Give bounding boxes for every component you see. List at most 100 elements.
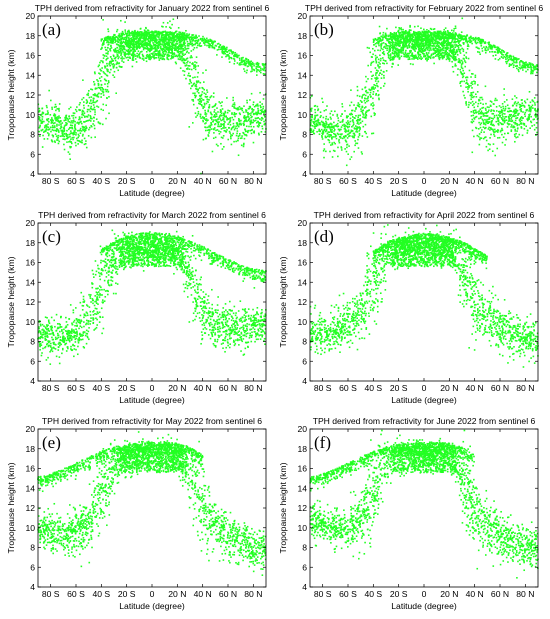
data-point	[263, 115, 266, 118]
data-point	[224, 111, 227, 114]
data-point	[80, 130, 83, 132]
data-point	[474, 82, 476, 85]
data-point	[189, 40, 192, 43]
data-point	[229, 56, 231, 59]
data-point	[209, 39, 212, 41]
data-point	[255, 104, 257, 107]
data-point	[197, 81, 200, 83]
data-point	[122, 38, 125, 41]
data-point	[65, 123, 68, 126]
data-point	[183, 41, 186, 43]
data-point	[171, 42, 174, 45]
data-point	[237, 137, 240, 140]
data-point	[534, 102, 536, 104]
data-point	[254, 113, 256, 115]
data-point	[339, 121, 342, 124]
data-point	[188, 126, 191, 128]
data-point	[139, 34, 141, 37]
data-point	[185, 64, 188, 66]
data-point	[114, 51, 116, 53]
data-point	[157, 32, 160, 34]
data-point	[257, 117, 259, 119]
data-point	[162, 36, 165, 38]
data-point	[493, 114, 496, 117]
data-point	[141, 31, 143, 33]
data-point	[124, 21, 126, 23]
data-point	[157, 43, 160, 46]
data-point	[93, 124, 96, 127]
data-point	[67, 133, 69, 136]
data-point	[133, 35, 136, 38]
data-point	[121, 58, 124, 60]
data-point	[65, 121, 67, 124]
data-point	[456, 74, 459, 76]
data-point	[202, 105, 205, 108]
data-point	[142, 57, 144, 60]
data-point	[247, 129, 250, 132]
data-point	[519, 108, 522, 111]
data-point	[132, 53, 134, 55]
data-point	[488, 106, 490, 109]
data-point	[160, 48, 163, 50]
data-point	[61, 122, 64, 124]
data-point	[150, 45, 153, 48]
data-point	[45, 125, 48, 128]
data-point	[229, 50, 232, 52]
data-point	[243, 68, 245, 70]
data-point	[395, 26, 397, 29]
data-point	[492, 103, 495, 105]
data-point	[465, 104, 468, 106]
data-point	[372, 90, 375, 93]
data-point	[106, 85, 109, 88]
data-point	[506, 126, 509, 128]
data-point	[99, 122, 102, 125]
data-point	[182, 43, 185, 46]
data-point	[94, 109, 96, 111]
data-point	[241, 135, 243, 137]
data-point	[482, 119, 484, 122]
data-point	[120, 52, 122, 54]
data-point	[495, 105, 498, 108]
data-point	[158, 38, 160, 41]
data-point	[171, 39, 173, 41]
data-point	[231, 112, 233, 114]
data-point	[123, 46, 126, 48]
data-point	[213, 115, 215, 118]
data-point	[255, 67, 257, 70]
data-point	[257, 110, 259, 113]
data-point	[235, 113, 238, 115]
data-point	[230, 134, 232, 136]
data-point	[217, 125, 219, 128]
data-point	[125, 49, 128, 52]
data-point	[370, 87, 373, 89]
data-point	[383, 82, 386, 85]
data-point	[459, 48, 462, 51]
data-point	[361, 101, 363, 103]
data-point	[500, 116, 503, 119]
data-point	[199, 98, 201, 100]
data-point	[470, 102, 472, 104]
data-point	[495, 114, 498, 117]
data-point	[357, 116, 359, 119]
data-point	[189, 80, 192, 82]
data-point	[194, 96, 197, 99]
data-point	[138, 45, 141, 48]
data-point	[145, 50, 148, 53]
data-point	[223, 112, 225, 115]
data-point	[216, 43, 219, 45]
data-point	[195, 61, 198, 64]
data-point	[69, 124, 72, 126]
data-point	[470, 84, 472, 87]
data-point	[124, 36, 126, 39]
data-point	[188, 65, 191, 67]
data-point	[214, 104, 217, 107]
data-point	[138, 40, 140, 42]
data-point	[238, 119, 240, 122]
data-point	[148, 50, 151, 53]
data-point	[263, 110, 266, 113]
data-point	[208, 129, 210, 131]
data-point	[118, 44, 120, 47]
data-point	[108, 63, 110, 65]
data-point	[314, 123, 316, 126]
data-point	[530, 106, 533, 108]
